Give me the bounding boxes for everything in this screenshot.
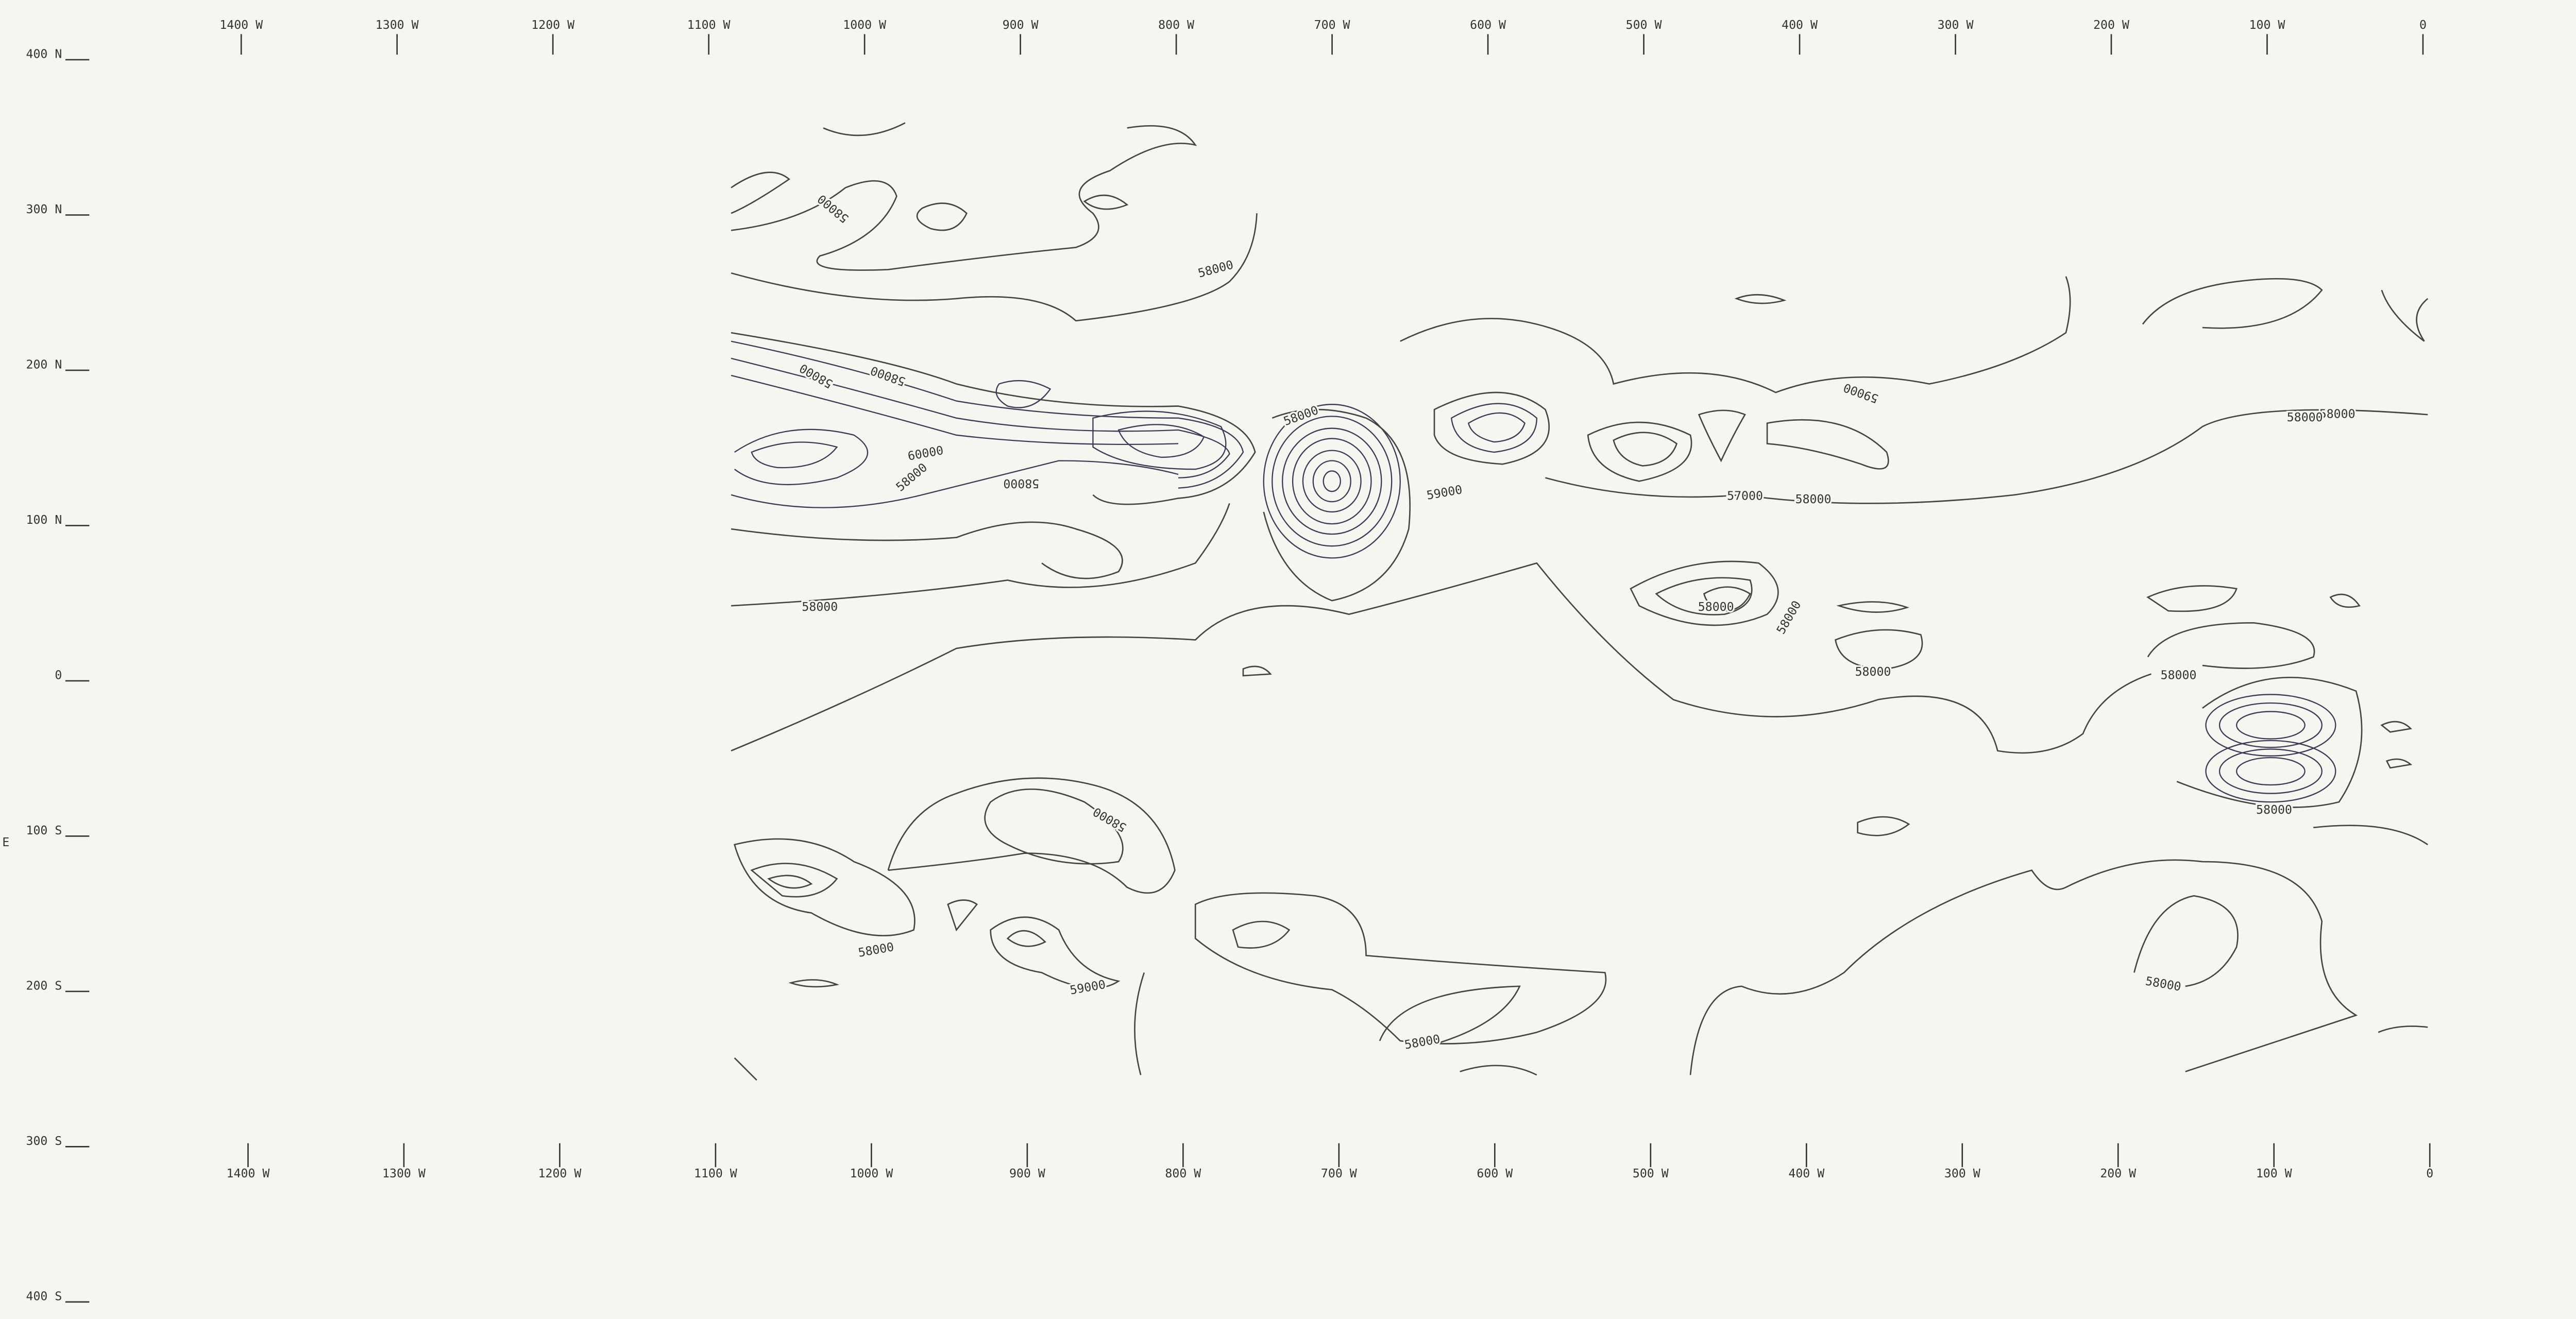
top-tick-label: 300 W bbox=[1938, 18, 1974, 32]
contour-label: 58000 bbox=[2256, 803, 2292, 817]
left-tick-label: 100 N bbox=[26, 513, 62, 527]
top-tick-label: 1400 W bbox=[219, 18, 263, 32]
left-tick-label: 300 S bbox=[26, 1134, 62, 1148]
left-tick-label: 200 N bbox=[26, 357, 62, 371]
top-tick-label: 1300 W bbox=[376, 18, 419, 32]
top-tick-label: 100 W bbox=[2249, 18, 2285, 32]
bottom-tick-label: 1300 W bbox=[382, 1167, 426, 1180]
bottom-tick-label: 500 W bbox=[1633, 1167, 1669, 1180]
twin-lows bbox=[2176, 677, 2363, 808]
contour-label: 58000 bbox=[2161, 668, 2197, 682]
bottom-tick-label: 800 W bbox=[1165, 1167, 1201, 1180]
contour-label: 58000 bbox=[1003, 476, 1039, 490]
top-tick-label: 900 W bbox=[1003, 18, 1039, 32]
contour-label: 58000 bbox=[1698, 600, 1734, 614]
left-tick-label: 400 N bbox=[26, 47, 62, 61]
bottom-tick-label: 100 W bbox=[2256, 1167, 2292, 1180]
left-tick-label: 200 S bbox=[26, 979, 62, 992]
contour-label: 58000 bbox=[802, 600, 838, 614]
top-tick-label: 200 W bbox=[2093, 18, 2129, 32]
top-tick-label: 800 W bbox=[1158, 18, 1194, 32]
left-tick-label: 300 N bbox=[26, 202, 62, 216]
bottom-tick-label: 0 bbox=[2426, 1167, 2433, 1180]
bottom-tick-label: 700 W bbox=[1321, 1167, 1357, 1180]
top-tick-label: 500 W bbox=[1626, 18, 1662, 32]
cyclone-ring bbox=[1263, 404, 1401, 559]
bottom-tick-label: 400 W bbox=[1788, 1167, 1824, 1180]
contour-label: 58000 bbox=[1795, 492, 1832, 506]
top-tick-label: 1100 W bbox=[687, 18, 731, 32]
top-tick-label: 400 W bbox=[1782, 18, 1818, 32]
contour-label: 57000 bbox=[1727, 489, 1763, 503]
contour-label: 58000 bbox=[2319, 407, 2355, 421]
edge-mark: E bbox=[2, 835, 9, 849]
left-tick-label: 0 bbox=[55, 668, 62, 682]
top-tick-label: 1200 W bbox=[531, 18, 574, 32]
bottom-tick-label: 200 W bbox=[2100, 1167, 2136, 1180]
top-tick-label: 600 W bbox=[1470, 18, 1506, 32]
left-tick-label: 100 S bbox=[26, 824, 62, 837]
top-tick-label: 0 bbox=[2419, 18, 2427, 32]
bottom-tick-label: 600 W bbox=[1477, 1167, 1513, 1180]
contour-label: 58000 bbox=[2287, 410, 2323, 424]
bottom-tick-label: 1100 W bbox=[694, 1167, 737, 1180]
left-tick-label: 400 S bbox=[26, 1289, 62, 1303]
bottom-tick-label: 900 W bbox=[1009, 1167, 1045, 1180]
bottom-tick-label: 1200 W bbox=[538, 1167, 582, 1180]
bottom-tick-label: 1400 W bbox=[227, 1167, 270, 1180]
top-tick-label: 700 W bbox=[1314, 18, 1350, 32]
contour-label: 58000 bbox=[1855, 665, 1891, 679]
top-tick-label: 1000 W bbox=[843, 18, 886, 32]
bottom-tick-label: 1000 W bbox=[850, 1167, 893, 1180]
contours bbox=[731, 122, 2429, 1081]
bottom-tick-label: 300 W bbox=[1944, 1167, 1980, 1180]
